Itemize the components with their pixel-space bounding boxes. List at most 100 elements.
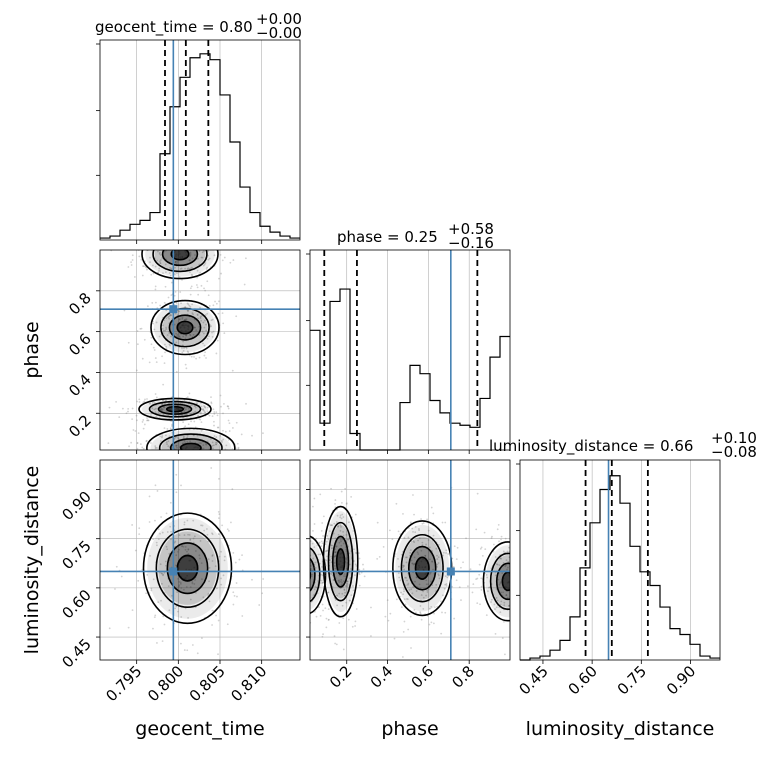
sample-point — [179, 237, 181, 239]
sample-point — [163, 406, 166, 409]
sample-point — [128, 463, 130, 465]
sample-point — [306, 572, 308, 574]
sample-point — [341, 513, 344, 516]
sample-point — [170, 420, 173, 423]
sample-point — [195, 329, 198, 332]
sample-point — [215, 451, 217, 453]
sample-point — [331, 524, 333, 527]
sample-point — [494, 574, 497, 577]
sample-point — [500, 538, 502, 541]
sample-point — [203, 250, 205, 253]
sample-point — [318, 542, 320, 545]
sample-point — [320, 545, 323, 547]
sample-point — [499, 611, 502, 614]
sample-point — [200, 319, 203, 322]
sample-point — [308, 612, 310, 614]
sample-point — [344, 575, 347, 578]
sample-point — [183, 318, 186, 321]
title-ld-median: 0.66 — [660, 437, 693, 455]
sample-point — [527, 571, 529, 573]
panel-frame-0-1 — [99, 249, 301, 451]
sample-point — [146, 419, 149, 422]
sample-point — [179, 581, 182, 584]
sample-point — [195, 452, 197, 454]
sample-point — [525, 582, 527, 584]
sample-point — [150, 343, 153, 346]
sample-point — [436, 563, 439, 566]
sample-point — [120, 575, 123, 578]
sample-point — [303, 579, 305, 581]
sample-point — [340, 501, 343, 504]
sample-point — [501, 637, 504, 640]
sample-point — [174, 261, 177, 264]
sample-point — [150, 230, 152, 232]
sample-point — [332, 532, 335, 535]
sample-point — [180, 587, 183, 589]
sample-point — [217, 532, 220, 535]
sample-point — [153, 408, 156, 411]
xlabel-phase: phase — [381, 718, 438, 740]
sample-point — [203, 405, 206, 408]
sample-point — [306, 575, 308, 577]
sample-point — [193, 326, 196, 329]
sample-point — [327, 591, 330, 594]
sample-point — [175, 445, 178, 447]
sample-point — [175, 332, 178, 335]
sample-point — [348, 563, 351, 566]
density-level — [414, 556, 430, 580]
sample-point — [185, 318, 188, 321]
xtick-label: 0.2 — [326, 662, 356, 692]
grid-1-1 — [346, 250, 470, 450]
sample-point — [229, 460, 231, 462]
sample-point — [177, 577, 179, 580]
sample-point — [171, 452, 173, 454]
sample-point — [301, 561, 303, 563]
sample-point — [161, 328, 164, 330]
sample-point — [175, 230, 177, 232]
sample-point — [527, 583, 529, 585]
sample-point — [394, 553, 397, 555]
sample-point — [483, 531, 486, 534]
sample-point — [159, 259, 162, 261]
sample-point — [154, 393, 157, 395]
sample-point — [313, 497, 316, 500]
sample-point — [334, 499, 337, 501]
sample-point — [334, 567, 337, 570]
sample-point — [183, 521, 186, 524]
sample-point — [200, 472, 202, 474]
sample-point — [335, 572, 338, 574]
sample-point — [358, 568, 361, 571]
sample-point — [193, 326, 196, 329]
sample-point — [176, 272, 178, 274]
sample-point — [189, 252, 192, 255]
sample-point — [211, 533, 214, 536]
sample-point — [237, 446, 240, 449]
sample-point — [327, 619, 330, 621]
sample-point — [190, 454, 192, 456]
sample-point — [236, 442, 239, 445]
sample-point — [196, 242, 198, 244]
sample-point — [410, 647, 412, 649]
sample-point — [142, 265, 144, 268]
sample-point — [204, 319, 206, 322]
sample-point — [208, 305, 211, 307]
xtick-label: 0.800 — [144, 662, 187, 705]
sample-point — [416, 551, 419, 554]
sample-point — [178, 534, 181, 537]
sample-point — [189, 271, 191, 274]
sample-point — [320, 529, 323, 532]
sample-point — [211, 554, 214, 556]
sample-point — [196, 269, 199, 272]
sample-point — [187, 466, 189, 468]
sample-point — [206, 244, 208, 246]
sample-point — [520, 588, 522, 590]
sample-point — [168, 609, 171, 612]
sample-point — [161, 355, 163, 358]
sample-point — [318, 541, 321, 544]
sample-point — [204, 406, 207, 409]
sample-point — [485, 574, 488, 576]
sample-point — [175, 479, 177, 481]
sample-point — [497, 578, 500, 581]
sample-point — [168, 246, 170, 248]
sample-point — [155, 396, 158, 399]
